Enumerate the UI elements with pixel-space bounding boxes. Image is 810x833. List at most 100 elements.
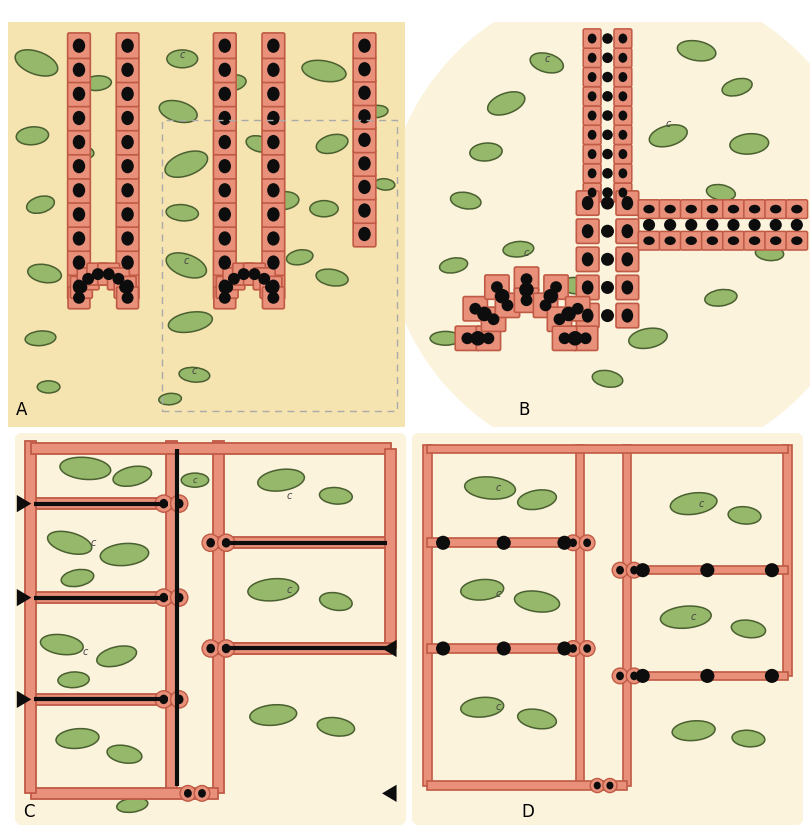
FancyBboxPatch shape <box>583 48 601 67</box>
Ellipse shape <box>73 62 85 77</box>
Ellipse shape <box>358 109 371 123</box>
Ellipse shape <box>73 280 85 294</box>
Ellipse shape <box>582 281 594 295</box>
FancyBboxPatch shape <box>614 164 632 183</box>
Circle shape <box>603 91 612 102</box>
Ellipse shape <box>569 644 577 653</box>
FancyBboxPatch shape <box>216 277 238 298</box>
Ellipse shape <box>75 282 87 293</box>
FancyBboxPatch shape <box>67 250 90 276</box>
Ellipse shape <box>518 490 556 510</box>
FancyBboxPatch shape <box>116 33 139 58</box>
FancyBboxPatch shape <box>583 183 601 202</box>
FancyBboxPatch shape <box>583 144 601 164</box>
FancyBboxPatch shape <box>484 275 509 299</box>
FancyBboxPatch shape <box>680 232 702 250</box>
FancyBboxPatch shape <box>214 153 237 179</box>
Ellipse shape <box>219 207 231 222</box>
Ellipse shape <box>28 264 62 282</box>
Bar <box>576 445 584 786</box>
Circle shape <box>701 669 714 683</box>
FancyBboxPatch shape <box>701 232 723 250</box>
Ellipse shape <box>756 246 783 261</box>
Bar <box>31 694 172 705</box>
Ellipse shape <box>219 111 231 125</box>
Ellipse shape <box>672 721 715 741</box>
Bar <box>386 449 396 648</box>
Circle shape <box>701 563 714 577</box>
Text: c: c <box>544 54 549 64</box>
Ellipse shape <box>660 606 711 628</box>
Ellipse shape <box>462 332 473 344</box>
Ellipse shape <box>122 87 134 101</box>
Circle shape <box>765 563 779 577</box>
FancyBboxPatch shape <box>67 153 90 179</box>
Ellipse shape <box>175 593 184 602</box>
Ellipse shape <box>184 789 192 798</box>
Ellipse shape <box>73 232 85 246</box>
Ellipse shape <box>237 268 249 280</box>
FancyBboxPatch shape <box>67 129 90 155</box>
Ellipse shape <box>267 207 279 222</box>
FancyBboxPatch shape <box>116 81 139 107</box>
FancyBboxPatch shape <box>67 57 90 82</box>
Ellipse shape <box>249 705 296 726</box>
Ellipse shape <box>221 282 233 293</box>
Ellipse shape <box>25 331 56 346</box>
Circle shape <box>603 149 612 159</box>
Ellipse shape <box>621 252 633 267</box>
Ellipse shape <box>160 499 168 508</box>
Ellipse shape <box>465 476 515 499</box>
Ellipse shape <box>619 72 627 82</box>
FancyBboxPatch shape <box>214 202 237 227</box>
FancyBboxPatch shape <box>616 275 639 300</box>
Ellipse shape <box>749 237 761 245</box>
Ellipse shape <box>92 268 104 280</box>
Ellipse shape <box>122 207 134 222</box>
Ellipse shape <box>385 0 810 468</box>
Polygon shape <box>17 589 32 606</box>
Ellipse shape <box>181 473 209 487</box>
Ellipse shape <box>705 290 737 307</box>
Ellipse shape <box>267 62 279 77</box>
Ellipse shape <box>664 205 676 213</box>
Ellipse shape <box>207 538 215 547</box>
Circle shape <box>601 253 614 266</box>
Ellipse shape <box>73 135 85 149</box>
Ellipse shape <box>267 111 279 125</box>
FancyBboxPatch shape <box>214 105 237 131</box>
Ellipse shape <box>358 203 371 217</box>
FancyBboxPatch shape <box>262 202 285 227</box>
FancyBboxPatch shape <box>262 57 285 82</box>
Ellipse shape <box>706 237 718 245</box>
FancyBboxPatch shape <box>67 81 90 107</box>
Ellipse shape <box>553 313 565 325</box>
FancyBboxPatch shape <box>262 81 285 107</box>
FancyBboxPatch shape <box>116 57 139 82</box>
Text: c: c <box>192 366 197 376</box>
FancyBboxPatch shape <box>260 277 282 298</box>
Bar <box>31 592 172 603</box>
FancyBboxPatch shape <box>214 33 237 58</box>
FancyBboxPatch shape <box>583 106 601 125</box>
Circle shape <box>155 691 173 708</box>
Circle shape <box>603 72 612 82</box>
Bar <box>627 676 787 786</box>
Circle shape <box>603 33 612 44</box>
FancyBboxPatch shape <box>223 268 245 290</box>
Ellipse shape <box>358 132 371 147</box>
Text: B: B <box>518 402 530 419</box>
Ellipse shape <box>722 78 752 96</box>
FancyBboxPatch shape <box>573 327 598 351</box>
Ellipse shape <box>358 38 371 52</box>
Circle shape <box>202 640 220 657</box>
FancyBboxPatch shape <box>614 125 632 144</box>
Polygon shape <box>382 640 397 657</box>
Bar <box>162 120 397 412</box>
Ellipse shape <box>219 87 231 101</box>
Circle shape <box>565 641 581 656</box>
Ellipse shape <box>770 205 782 213</box>
Ellipse shape <box>160 695 168 704</box>
Ellipse shape <box>73 292 85 304</box>
Text: c: c <box>184 257 189 267</box>
